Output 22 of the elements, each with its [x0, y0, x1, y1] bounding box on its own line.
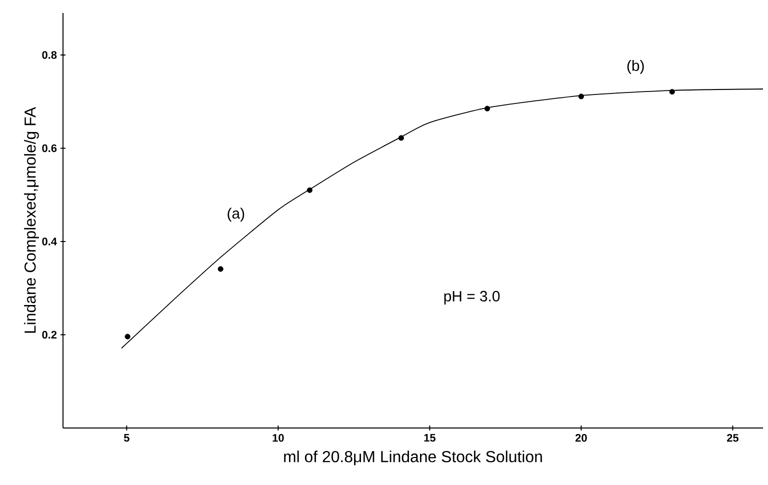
- point: [218, 266, 224, 272]
- x-axis-title: ml of 20.8μM Lindane Stock Solution: [284, 450, 542, 466]
- annotation: pH = 3.0: [444, 290, 500, 304]
- y-axis-title: Lindane Complexed,μmole/g FA: [24, 106, 39, 333]
- y-tick-label: 0.2: [42, 330, 57, 339]
- point: [578, 94, 584, 100]
- annotation: (b): [627, 60, 644, 74]
- point: [484, 106, 490, 112]
- point: [124, 334, 130, 340]
- annotation: (a): [228, 208, 244, 222]
- x-tick-label: 20: [575, 434, 587, 442]
- y-tick-label: 0.8: [42, 51, 57, 59]
- line-series: [121, 88, 764, 349]
- x-tick-label: 10: [272, 434, 284, 442]
- point: [398, 135, 404, 141]
- y-tick-label: 0.4: [42, 238, 57, 246]
- x-tick-label: 25: [726, 434, 738, 442]
- point: [669, 89, 675, 95]
- x-tick-label: 5: [124, 434, 130, 442]
- x-tick-label: 15: [424, 434, 436, 442]
- point: [306, 187, 312, 193]
- y-tick-label: 0.6: [42, 144, 57, 152]
